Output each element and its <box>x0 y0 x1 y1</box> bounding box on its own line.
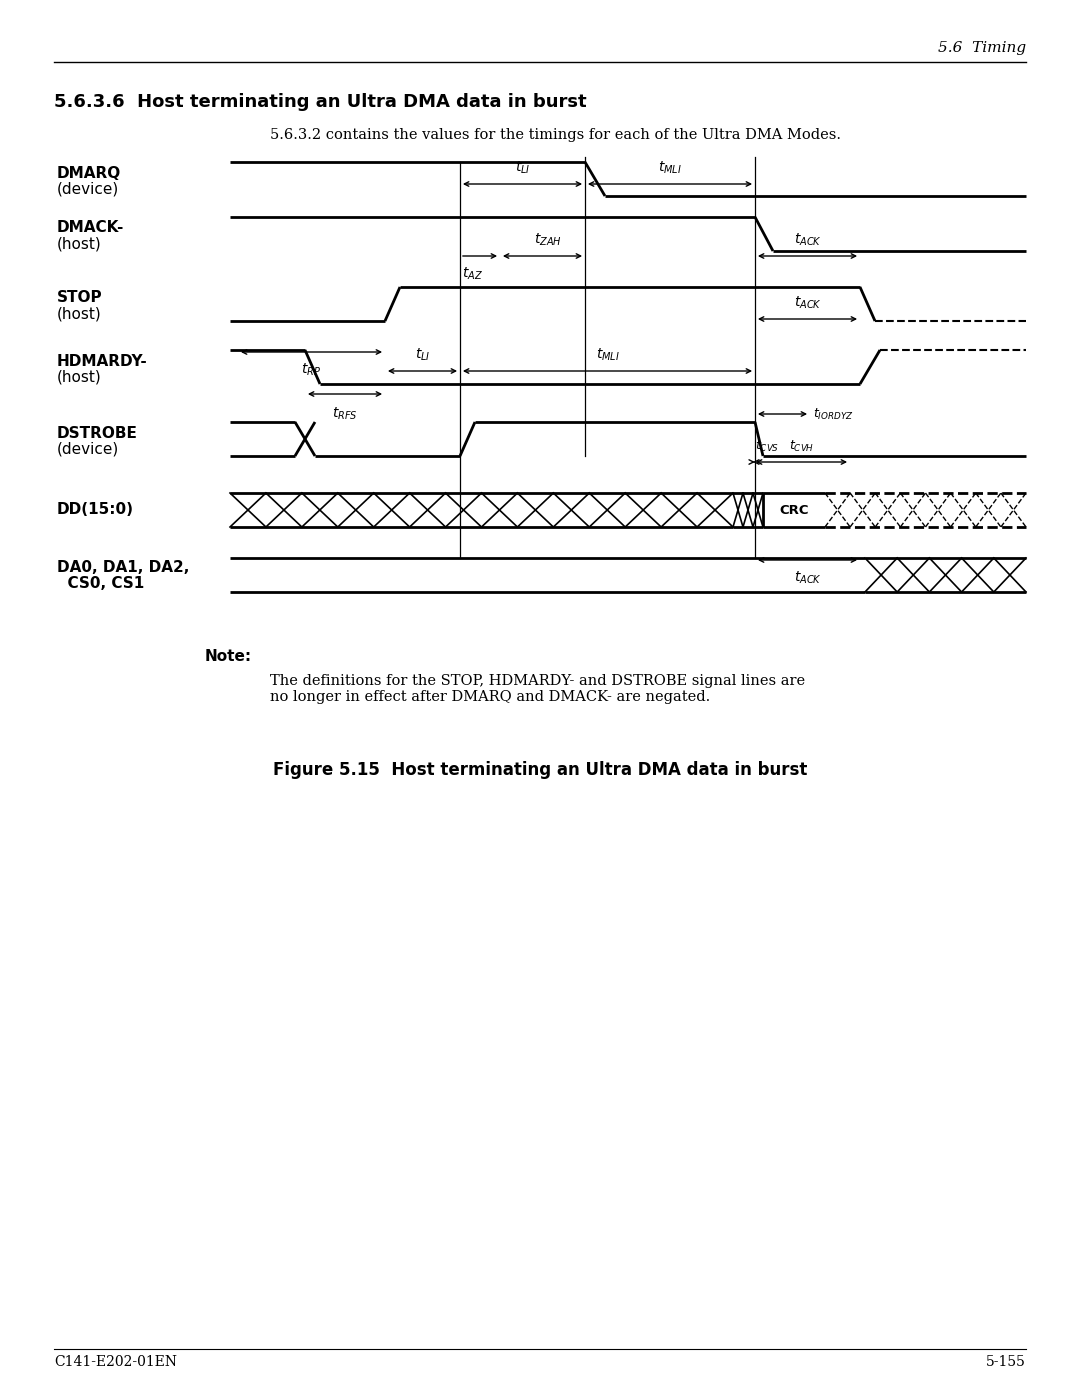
Text: $t_{MLI}$: $t_{MLI}$ <box>658 159 681 176</box>
Text: DMARQ: DMARQ <box>57 165 121 180</box>
Text: STOP: STOP <box>57 291 103 306</box>
Text: DSTROBE: DSTROBE <box>57 426 138 440</box>
Text: $t_{MLI}$: $t_{MLI}$ <box>595 346 620 363</box>
Text: (host): (host) <box>57 369 102 384</box>
Text: $t_{ACK}$: $t_{ACK}$ <box>794 232 822 249</box>
Text: $t_{ACK}$: $t_{ACK}$ <box>794 570 822 587</box>
Text: 5.6.3.2 contains the values for the timings for each of the Ultra DMA Modes.: 5.6.3.2 contains the values for the timi… <box>270 129 841 142</box>
Text: 5.6.3.6  Host terminating an Ultra DMA data in burst: 5.6.3.6 Host terminating an Ultra DMA da… <box>54 94 586 110</box>
Text: $t_{IORDYZ}$: $t_{IORDYZ}$ <box>813 407 853 422</box>
Text: DD(15:0): DD(15:0) <box>57 503 134 517</box>
Text: $t_{LI}$: $t_{LI}$ <box>415 346 430 363</box>
Text: $t_{ACK}$: $t_{ACK}$ <box>794 295 822 312</box>
Text: HDMARDY-: HDMARDY- <box>57 353 148 369</box>
Text: The definitions for the STOP, HDMARDY- and DSTROBE signal lines are
no longer in: The definitions for the STOP, HDMARDY- a… <box>270 673 805 704</box>
Text: $t_{ZAH}$: $t_{ZAH}$ <box>534 232 562 249</box>
Text: Note:: Note: <box>205 650 252 664</box>
Text: DA0, DA1, DA2,: DA0, DA1, DA2, <box>57 560 189 574</box>
Text: $t_{RP}$: $t_{RP}$ <box>301 362 322 379</box>
Text: (device): (device) <box>57 441 119 457</box>
Text: CS0, CS1: CS0, CS1 <box>57 576 145 591</box>
Text: $t_{RFS}$: $t_{RFS}$ <box>333 407 357 422</box>
Text: Figure 5.15  Host terminating an Ultra DMA data in burst: Figure 5.15 Host terminating an Ultra DM… <box>273 761 807 780</box>
Text: 5.6  Timing: 5.6 Timing <box>937 41 1026 54</box>
Text: 5-155: 5-155 <box>986 1355 1026 1369</box>
Text: (host): (host) <box>57 306 102 321</box>
Text: (host): (host) <box>57 236 102 251</box>
Text: CRC: CRC <box>780 503 809 517</box>
Text: $t_{CVS}$: $t_{CVS}$ <box>755 439 780 454</box>
Text: DMACK-: DMACK- <box>57 221 124 236</box>
Text: C141-E202-01EN: C141-E202-01EN <box>54 1355 177 1369</box>
Text: $t_{LI}$: $t_{LI}$ <box>515 159 530 176</box>
Text: $t_{CVH}$: $t_{CVH}$ <box>788 439 814 454</box>
Text: $t_{AZ}$: $t_{AZ}$ <box>462 265 483 282</box>
Text: (device): (device) <box>57 182 119 197</box>
